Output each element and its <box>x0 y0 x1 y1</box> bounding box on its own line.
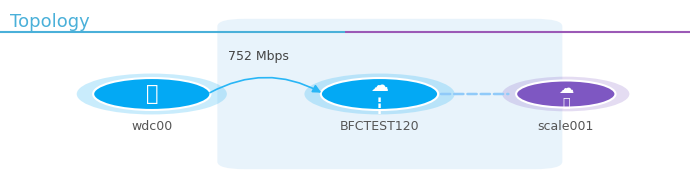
Circle shape <box>93 78 210 110</box>
FancyBboxPatch shape <box>217 19 562 169</box>
Text: ☁: ☁ <box>558 81 573 96</box>
FancyArrowPatch shape <box>210 77 319 93</box>
Text: wdc00: wdc00 <box>131 120 172 133</box>
Circle shape <box>516 80 615 108</box>
Text: Topology: Topology <box>10 13 90 31</box>
Text: ⧉: ⧉ <box>146 84 158 104</box>
Text: ┇: ┇ <box>375 97 384 114</box>
Circle shape <box>502 77 629 111</box>
Text: 752 Mbps: 752 Mbps <box>228 50 289 63</box>
Text: BFCTEST120: BFCTEST120 <box>339 120 420 133</box>
Text: scale001: scale001 <box>538 120 594 133</box>
Circle shape <box>304 74 455 114</box>
Text: ☁: ☁ <box>371 77 388 96</box>
Circle shape <box>77 74 227 114</box>
Text: ⬜: ⬜ <box>562 97 569 110</box>
Circle shape <box>321 78 438 110</box>
